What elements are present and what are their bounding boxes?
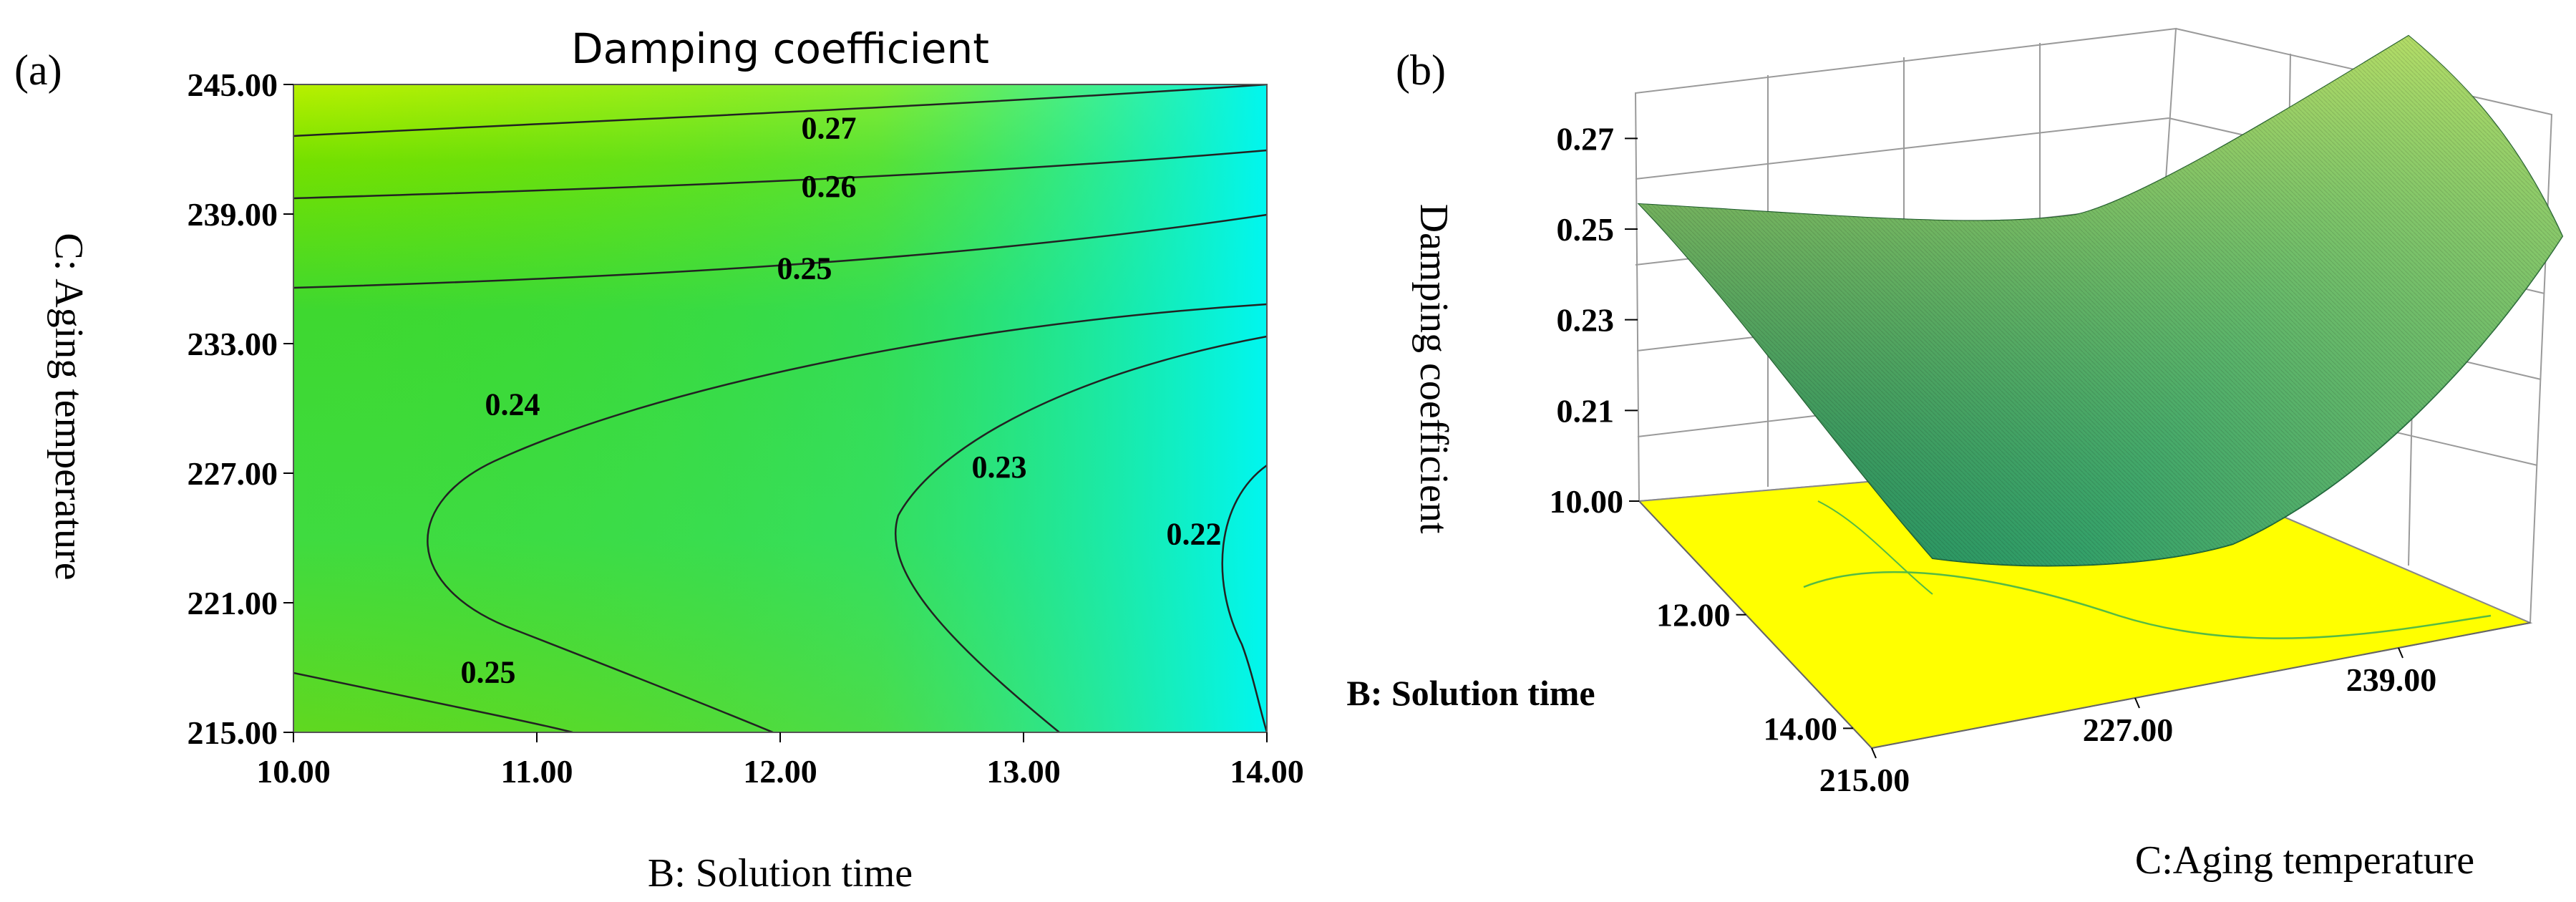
floor-contour-line-2 (1817, 500, 1933, 595)
z-axis-label: Damping coefficient (1411, 204, 1456, 534)
c-axis-label: C:Aging temperature (2135, 838, 2474, 883)
c-tick-mark (2134, 697, 2140, 709)
floor-contour-line (1803, 571, 2492, 639)
contour-label: 0.22 (1167, 517, 1222, 552)
contour-label: 0.23 (972, 450, 1027, 485)
panel-b: (b) 0.21 0.23 0.25 (1346, 27, 2564, 883)
panel-a: (a) Damping coefficient 0.27 0.26 0.25 0.24… (14, 24, 1304, 896)
y-tick-label: 239.00 (188, 196, 278, 233)
x-tick-label: 13.00 (986, 753, 1061, 790)
panel-a-label: (a) (14, 47, 62, 94)
contour-label: 0.25 (777, 251, 832, 286)
panel-b-label: (b) (1396, 47, 1446, 94)
y-tick-label: 245.00 (188, 67, 278, 103)
front-edge-left (1638, 500, 1872, 749)
contour-lines (293, 84, 1267, 732)
y-axis-ticks: 215.00 221.00 227.00 233.00 239.00 245.00 (188, 67, 293, 751)
c-tick-label: 215.00 (1819, 762, 1910, 798)
contour-line-024 (427, 303, 1267, 732)
x-axis-ticks-b: 215.00 227.00 239.00 (1819, 647, 2437, 798)
z-tick-label: 0.25 (1557, 211, 1615, 248)
y-axis-ticks-b: 10.00 12.00 14.00 (1550, 483, 1853, 747)
contour-plot-area (293, 84, 1267, 732)
contour-line-025-top (293, 213, 1267, 289)
contour-label: 0.24 (485, 387, 540, 422)
contour-line-022 (1221, 464, 1267, 732)
x-tick-label: 14.00 (1230, 753, 1304, 790)
x-tick-label: 11.00 (501, 753, 573, 790)
z-tick-label: 0.21 (1557, 392, 1615, 429)
contour-line-027 (293, 84, 1267, 137)
x-tick-label: 10.00 (256, 753, 331, 790)
b-axis-label-line1: B: Solution time (1346, 673, 1595, 713)
c-tick-mark (2398, 647, 2404, 659)
b-tick-label: 12.00 (1656, 597, 1731, 634)
c-tick-label: 227.00 (2083, 712, 2174, 748)
y-tick-label: 215.00 (188, 714, 278, 751)
z-tick-label: 0.23 (1557, 302, 1615, 339)
y-tick-label: 227.00 (188, 455, 278, 492)
b-tick-label: 14.00 (1764, 710, 1838, 747)
front-edge-right (1871, 622, 2531, 749)
contour-line-025-bottom (293, 671, 573, 732)
c-tick-mark (1871, 747, 1877, 759)
contour-line-023 (894, 335, 1267, 732)
z-axis-ticks: 0.21 0.23 0.25 0.27 (1557, 120, 1638, 429)
y-axis-label: C: Aging temperature (47, 233, 91, 580)
x-tick-label: 12.00 (743, 753, 817, 790)
contour-line-026 (293, 149, 1267, 200)
contour-labels: 0.27 0.26 0.25 0.24 0.23 0.22 0.25 (461, 110, 1222, 689)
response-surface-mesh (1639, 36, 2562, 566)
y-tick-label: 233.00 (188, 326, 278, 362)
panel-a-title: Damping coefficient (571, 24, 989, 73)
contour-label: 0.26 (802, 169, 857, 204)
z-tick-label: 0.27 (1557, 120, 1615, 157)
contour-label: 0.25 (461, 655, 516, 690)
x-axis-ticks: 10.00 11.00 12.00 13.00 14.00 (256, 732, 1304, 790)
x-axis-label: B: Solution time (648, 851, 913, 896)
y-tick-label: 221.00 (188, 585, 278, 621)
contour-label: 0.27 (802, 110, 857, 145)
b-tick-label: 10.00 (1550, 483, 1624, 520)
c-tick-label: 239.00 (2346, 661, 2437, 698)
